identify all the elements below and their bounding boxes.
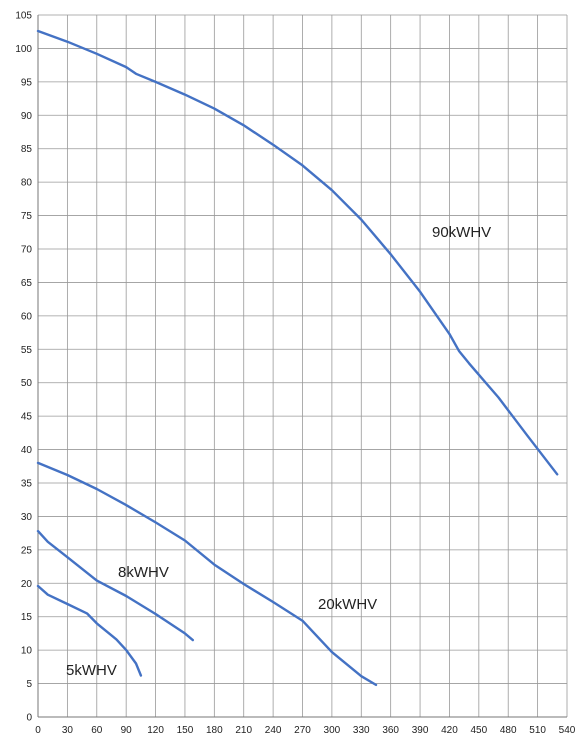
x-tick-label: 30: [62, 725, 74, 736]
y-tick-label: 0: [26, 713, 32, 724]
x-tick-label: 180: [206, 725, 223, 736]
x-tick-label: 240: [265, 725, 282, 736]
y-tick-label: 65: [21, 278, 33, 289]
x-tick-label: 150: [177, 725, 194, 736]
series-label-20kWHV: 20kWHV: [318, 596, 377, 613]
y-tick-label: 15: [21, 612, 33, 623]
x-tick-label: 480: [500, 725, 517, 736]
x-tick-label: 0: [35, 725, 41, 736]
tick-labels: 0 30 60 90 120 150 180 210 240 270 300 330 360 390 420…: [15, 11, 575, 737]
series-labels: 90kWHV 20kWHV 8kWHV 5kWHV: [66, 224, 491, 679]
y-tick-label: 10: [21, 646, 33, 657]
y-tick-label: 35: [21, 479, 33, 490]
y-tick-label: 25: [21, 545, 33, 556]
x-tick-label: 390: [412, 725, 429, 736]
y-tick-label: 75: [21, 211, 33, 222]
y-tick-label: 60: [21, 311, 33, 322]
y-tick-label: 20: [21, 579, 33, 590]
x-tick-label: 510: [529, 725, 546, 736]
series-label-8kWHV: 8kWHV: [118, 564, 169, 581]
series-label-90kWHV: 90kWHV: [432, 224, 491, 241]
y-tick-label: 30: [21, 512, 33, 523]
series: [38, 31, 557, 685]
x-tick-label: 360: [382, 725, 399, 736]
y-tick-label: 45: [21, 412, 33, 423]
y-tick-label: 50: [21, 378, 33, 389]
x-tick-label: 450: [470, 725, 487, 736]
series-label-5kWHV: 5kWHV: [66, 662, 117, 679]
y-tick-label: 85: [21, 144, 33, 155]
y-tick-label: 70: [21, 245, 33, 256]
y-tick-label: 55: [21, 345, 33, 356]
x-tick-label: 90: [121, 725, 133, 736]
y-tick-label: 80: [21, 178, 33, 189]
y-tick-label: 100: [15, 44, 32, 55]
x-tick-label: 300: [324, 725, 341, 736]
x-tick-label: 210: [235, 725, 252, 736]
y-tick-label: 105: [15, 11, 32, 22]
grid: [38, 15, 567, 717]
x-tick-label: 330: [353, 725, 370, 736]
x-tick-label: 120: [147, 725, 164, 736]
series-line-90kWHV: [38, 31, 557, 474]
x-tick-label: 60: [91, 725, 103, 736]
y-tick-label: 40: [21, 445, 33, 456]
y-tick-label: 5: [26, 679, 32, 690]
x-tick-label: 270: [294, 725, 311, 736]
y-tick-label: 95: [21, 77, 33, 88]
series-line-8kWHV: [38, 531, 193, 640]
y-tick-label: 90: [21, 111, 33, 122]
x-tick-label: 420: [441, 725, 458, 736]
x-tick-label: 540: [559, 725, 576, 736]
